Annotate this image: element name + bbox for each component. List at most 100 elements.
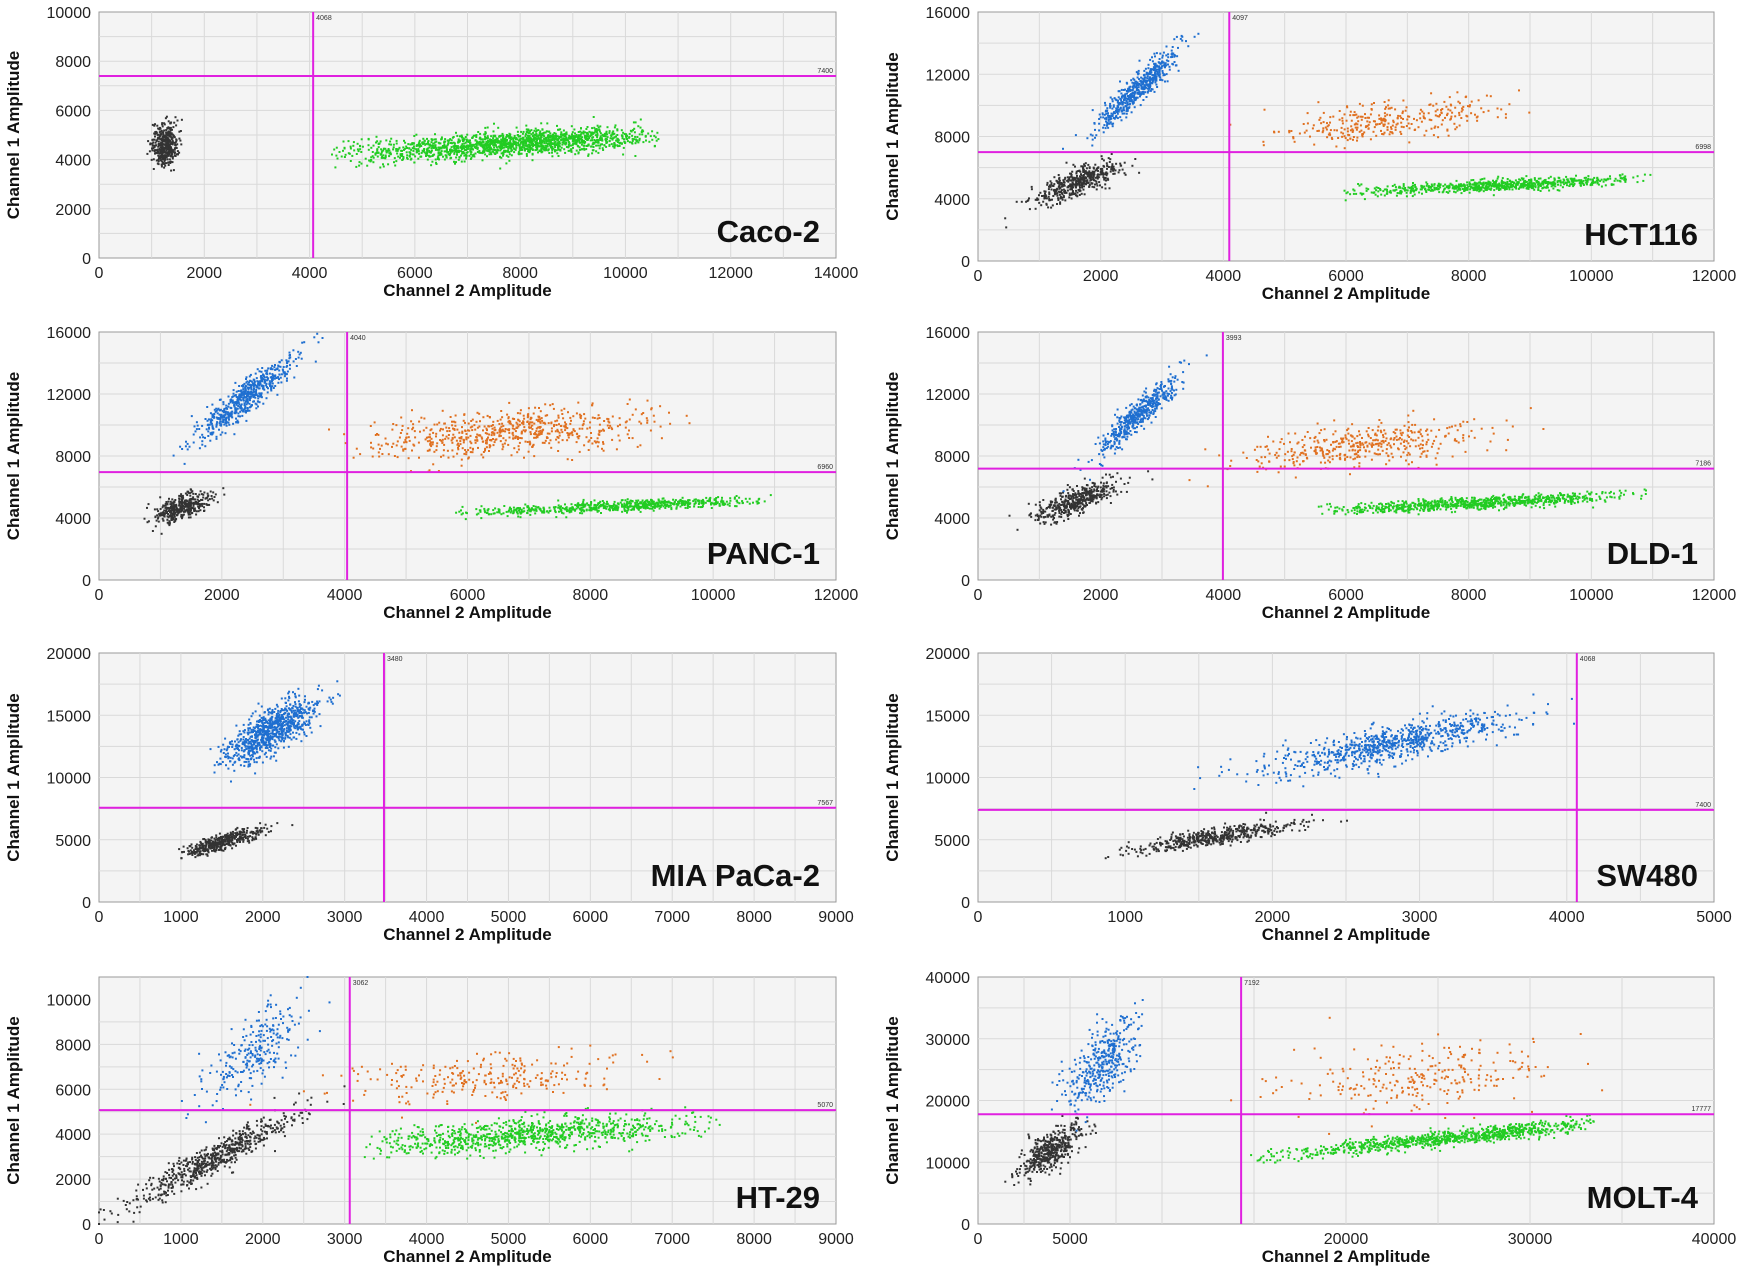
droplet <box>483 151 486 153</box>
droplet <box>1113 111 1116 114</box>
droplet <box>1520 177 1523 180</box>
droplet <box>1124 93 1127 96</box>
droplet <box>1152 69 1155 72</box>
droplet <box>571 135 574 137</box>
droplet <box>155 131 158 134</box>
droplet <box>160 144 163 147</box>
droplet <box>435 163 438 165</box>
droplet <box>1356 126 1359 129</box>
droplet <box>1071 178 1074 181</box>
droplet <box>618 145 621 147</box>
droplet <box>246 383 249 386</box>
droplet <box>1600 178 1603 181</box>
droplet <box>530 147 533 150</box>
droplet <box>393 157 396 160</box>
droplet <box>209 490 212 493</box>
droplet <box>211 419 214 422</box>
droplet <box>1117 110 1120 113</box>
droplet <box>380 153 383 156</box>
droplet <box>159 159 162 162</box>
droplet <box>1458 184 1461 187</box>
droplet <box>397 148 400 151</box>
droplet <box>1380 118 1383 121</box>
droplet <box>146 506 148 509</box>
droplet <box>167 506 170 509</box>
droplet <box>472 144 475 147</box>
droplet <box>626 134 628 137</box>
droplet <box>1506 180 1509 183</box>
droplet <box>552 137 555 139</box>
droplet <box>1027 199 1030 202</box>
droplet <box>1537 183 1540 186</box>
droplet <box>1375 123 1377 126</box>
droplet <box>1164 80 1166 83</box>
droplet <box>1366 120 1369 123</box>
droplet <box>1422 116 1425 119</box>
droplet <box>421 141 424 144</box>
cluster-0 <box>146 115 183 172</box>
droplet <box>1345 119 1348 122</box>
droplet <box>298 353 301 356</box>
droplet <box>551 149 554 152</box>
droplet <box>172 135 175 137</box>
droplet <box>1451 111 1454 114</box>
droplet <box>451 136 454 139</box>
droplet <box>166 158 169 161</box>
droplet <box>164 164 167 167</box>
droplet <box>524 144 527 147</box>
droplet <box>1154 79 1157 82</box>
droplet <box>1348 134 1351 137</box>
droplet <box>496 149 499 152</box>
droplet <box>151 144 154 147</box>
droplet <box>1126 92 1128 95</box>
droplet <box>1402 126 1405 129</box>
droplet <box>469 150 472 153</box>
droplet <box>170 505 173 508</box>
droplet <box>262 374 265 377</box>
droplet <box>167 127 170 130</box>
droplet <box>1070 197 1073 200</box>
droplet <box>160 165 163 168</box>
droplet <box>1370 103 1373 106</box>
droplet <box>1482 190 1485 193</box>
droplet <box>382 147 385 150</box>
droplet <box>1458 114 1461 117</box>
droplet <box>1385 106 1387 109</box>
droplet <box>1092 171 1095 174</box>
droplet <box>1176 55 1179 58</box>
droplet <box>1062 194 1065 197</box>
droplet <box>437 146 440 149</box>
droplet <box>1396 192 1399 194</box>
droplet <box>1146 75 1149 78</box>
x-tick-label: 6000 <box>397 265 433 282</box>
droplet <box>1462 105 1465 108</box>
droplet <box>423 142 426 145</box>
droplet <box>495 137 498 140</box>
droplet <box>1141 77 1144 80</box>
droplet <box>1479 189 1482 192</box>
droplet <box>404 141 407 144</box>
droplet <box>632 129 634 132</box>
droplet <box>552 147 555 150</box>
droplet <box>1117 171 1120 174</box>
droplet <box>1170 49 1173 52</box>
droplet <box>1532 182 1535 185</box>
droplet <box>162 131 165 134</box>
droplet <box>1393 183 1396 186</box>
droplet <box>1098 122 1101 125</box>
droplet <box>1298 132 1301 135</box>
droplet <box>173 514 176 517</box>
droplet <box>1619 180 1622 183</box>
droplet <box>1097 169 1099 172</box>
droplet <box>1429 103 1432 106</box>
droplet <box>1173 61 1176 63</box>
droplet <box>1343 128 1346 131</box>
droplet <box>537 151 539 154</box>
droplet <box>1175 35 1178 38</box>
droplet <box>286 377 288 380</box>
droplet <box>201 440 204 443</box>
droplet <box>1465 95 1468 98</box>
droplet <box>186 500 189 503</box>
droplet <box>248 375 251 378</box>
